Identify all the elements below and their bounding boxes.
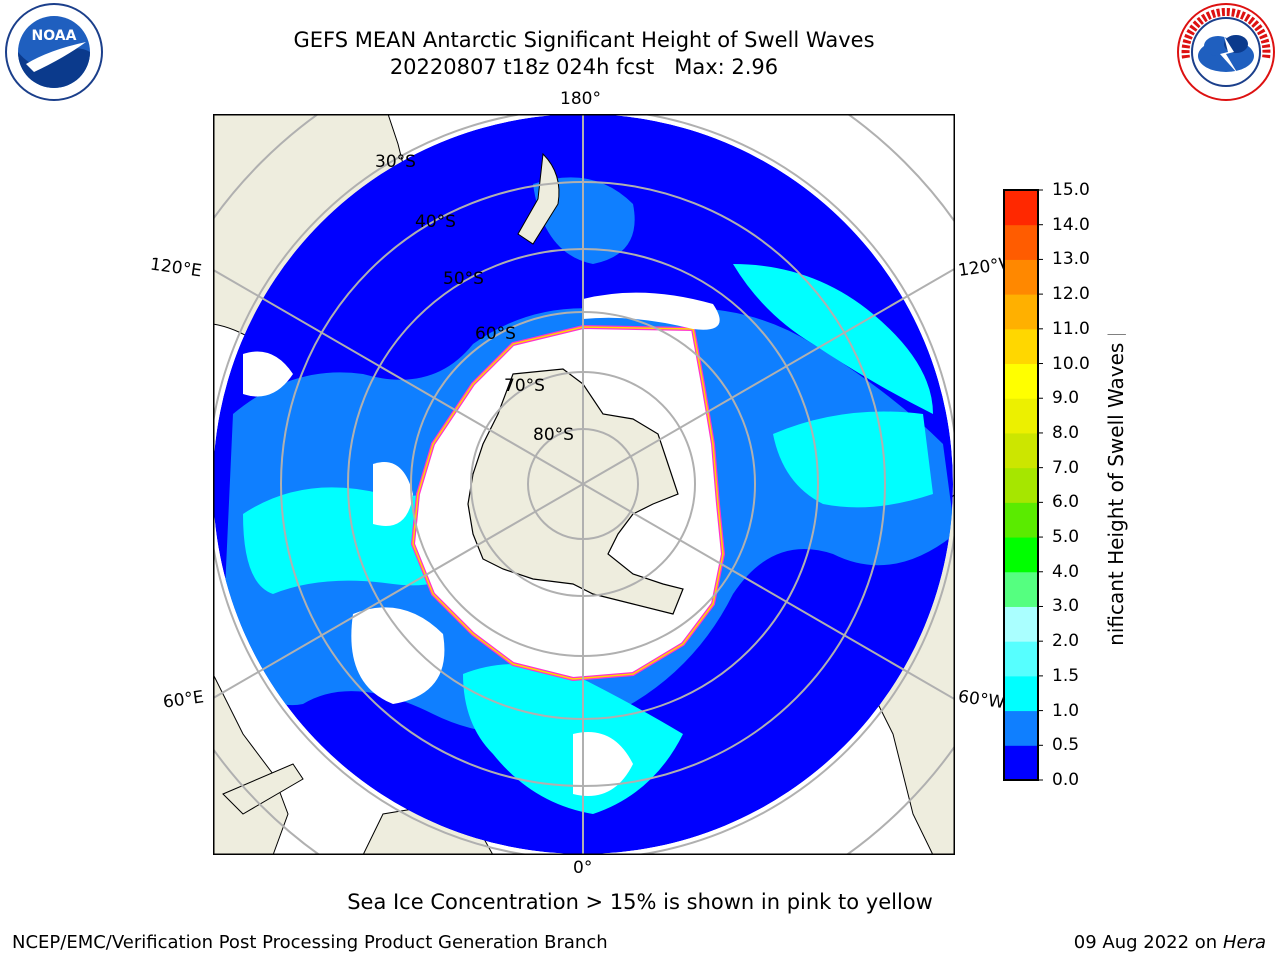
colorbar-tick-label: 15.0 (1052, 180, 1090, 200)
colorbar-segment (1004, 294, 1038, 330)
colorbar-tick-label: 13.0 (1052, 249, 1090, 270)
svg-text:Significant Height of Swell Wa: Significant Height of Swell Waves [m] (1104, 334, 1128, 644)
lon-label-120e: 120°E (148, 254, 203, 282)
colorbar-segment (1004, 606, 1038, 642)
colorbar-title: Significant Height of Swell Waves [m] (1104, 334, 1128, 644)
chart-subtitle: 20220807 t18z 024h fcst Max: 2.96 (389, 55, 779, 79)
colorbar-segment (1004, 745, 1038, 781)
colorbar-tick-label: 8.0 (1052, 422, 1080, 443)
lat-label-70s: 70°S (504, 376, 545, 396)
lat-label-60s: 60°S (475, 324, 516, 344)
colorbar-segment (1004, 641, 1038, 677)
colorbar-tick-label: 1.5 (1052, 665, 1080, 686)
footer-date-text: 09 Aug 2022 on (1073, 932, 1218, 953)
colorbar-segment (1004, 398, 1038, 434)
colorbar-segment (1004, 675, 1038, 712)
colorbar-frame (1003, 189, 1039, 781)
colorbar-segment (1004, 259, 1038, 295)
colorbar-segment (1004, 710, 1038, 746)
colorbar-segment (1004, 190, 1038, 226)
colorbar-segment (1004, 571, 1038, 607)
land-new-zealand (517, 152, 560, 245)
colorbar-segment (1004, 537, 1038, 573)
land-antarctica (467, 368, 684, 615)
colorbar-segment (1004, 328, 1038, 365)
lon-label-60w: 60°W (956, 686, 1007, 714)
lon-label-0: 0° (573, 858, 593, 878)
colorbar-segment (1004, 224, 1038, 260)
colorbar-tick-label: 3.0 (1052, 596, 1080, 617)
colorbar-tick-label: 5.0 (1052, 527, 1080, 548)
footer-branch: NCEP/EMC/Verification Post Processing Pr… (12, 932, 608, 953)
footer-date: 09 Aug 2022 on Hera (1074, 932, 1266, 953)
lat-label-40s: 40°S (415, 212, 456, 232)
colorbar-segment (1004, 432, 1038, 469)
colorbar (1003, 189, 1043, 781)
colorbar-tick-label: 7.0 (1052, 457, 1080, 478)
colorbar-tick-label: 10.0 (1052, 353, 1090, 374)
land-madagascar (222, 763, 304, 815)
colorbar-segment (1004, 467, 1038, 503)
lon-label-60e: 60°E (161, 687, 206, 713)
colorbar-segment (1004, 363, 1038, 399)
colorbar-tick-label: 6.0 (1052, 492, 1080, 513)
footer-host: Hera (1222, 932, 1266, 953)
lon-label-180: 180° (560, 89, 601, 109)
colorbar-tick-label: 4.0 (1052, 561, 1080, 582)
colorbar-tick-label: 0.5 (1052, 735, 1080, 756)
antarctic-swell-map: 30°S 40°S 50°S 60°S 70°S 80°S (213, 114, 955, 855)
svg-text:NOAA: NOAA (32, 28, 77, 44)
colorbar-tick-label: 14.0 (1052, 214, 1090, 235)
colorbar-tick-label: 2.0 (1052, 631, 1080, 652)
nws-logo (1177, 3, 1275, 101)
colorbar-tick-label: 11.0 (1052, 318, 1090, 339)
chart-title: GEFS MEAN Antarctic Significant Height o… (293, 28, 875, 52)
colorbar-segment (1004, 502, 1038, 538)
colorbar-tick-label: 1.0 (1052, 700, 1080, 721)
lat-label-30s: 30°S (375, 152, 416, 172)
colorbar-tick-label: 9.0 (1052, 388, 1080, 409)
lat-label-50s: 50°S (443, 269, 484, 289)
noaa-logo: NOAA (5, 3, 103, 101)
land-africa (213, 673, 289, 855)
colorbar-tick-label: 0.0 (1052, 770, 1080, 790)
colorbar-tick-label: 12.0 (1052, 284, 1090, 305)
sea-ice-caption: Sea Ice Concentration > 15% is shown in … (347, 890, 933, 914)
lat-label-80s: 80°S (533, 425, 574, 445)
